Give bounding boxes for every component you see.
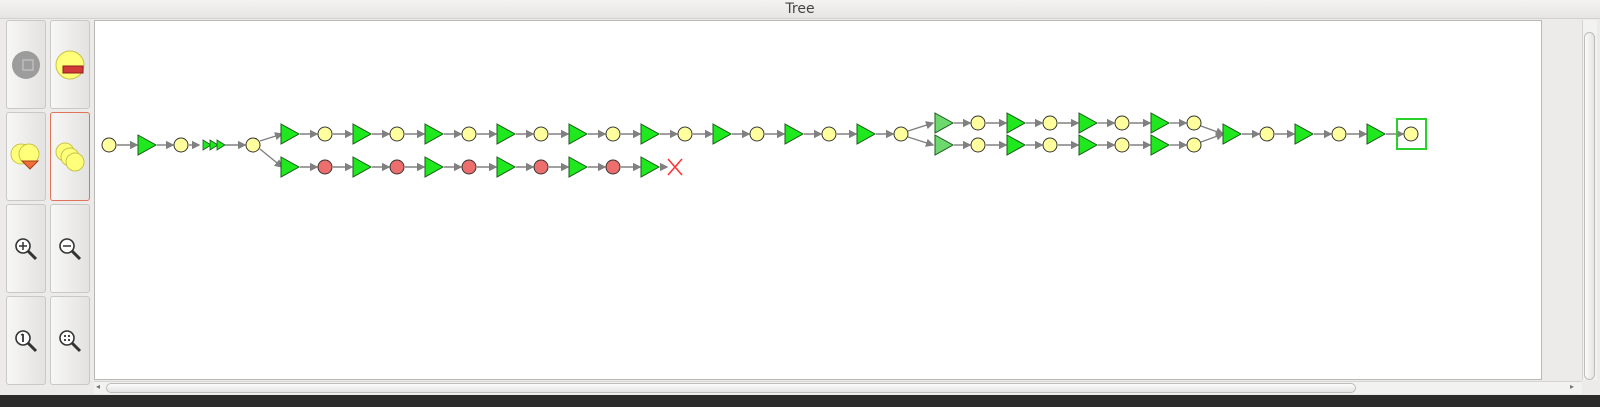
action-triangle[interactable] <box>352 156 373 178</box>
choice-node[interactable] <box>821 126 837 142</box>
window-title: Tree <box>0 0 1600 19</box>
zoom-out-button[interactable] <box>50 204 90 293</box>
action-triangle[interactable] <box>1006 112 1027 134</box>
choice-node[interactable] <box>970 137 986 153</box>
action-triangle[interactable] <box>1006 134 1027 156</box>
search-tree-graph[interactable] <box>95 21 1541 379</box>
yellow-nodes-stack-icon <box>55 142 85 171</box>
choice-node[interactable] <box>245 137 261 153</box>
action-triangle[interactable] <box>1150 134 1171 156</box>
action-triangle[interactable] <box>1222 123 1243 145</box>
zoom-out-icon <box>59 237 82 260</box>
action-triangle[interactable] <box>934 112 955 134</box>
choice-node[interactable] <box>1114 115 1130 131</box>
failed-node[interactable] <box>461 159 477 175</box>
expand-button[interactable] <box>6 112 46 201</box>
selection-box[interactable] <box>1396 118 1427 150</box>
vertical-scrollbar[interactable] <box>1582 20 1597 380</box>
zoom-in-icon <box>15 237 38 260</box>
action-triangle[interactable] <box>1366 123 1387 145</box>
action-triangle[interactable] <box>568 123 589 145</box>
choice-node[interactable] <box>1042 137 1058 153</box>
action-triangle[interactable] <box>137 134 158 156</box>
choice-node[interactable] <box>101 137 117 153</box>
action-triangle[interactable] <box>640 123 661 145</box>
yellow-node-minus-icon <box>55 50 85 79</box>
bottom-edge <box>0 395 1600 407</box>
action-triangle[interactable] <box>424 156 445 178</box>
action-triangle[interactable] <box>496 156 517 178</box>
failed-node[interactable] <box>389 159 405 175</box>
action-triangle[interactable] <box>1150 112 1171 134</box>
choice-node[interactable] <box>461 126 477 142</box>
action-triangle[interactable] <box>934 134 955 156</box>
action-triangle[interactable] <box>784 123 805 145</box>
edge <box>907 136 935 147</box>
zoom-reset-button[interactable] <box>6 296 46 385</box>
choice-node[interactable] <box>893 126 909 142</box>
action-triangle[interactable] <box>496 123 517 145</box>
choice-node[interactable] <box>1042 115 1058 131</box>
zoom-fit-icon <box>59 329 82 352</box>
choice-node[interactable] <box>173 137 189 153</box>
hide-node-button[interactable] <box>50 20 90 109</box>
action-triangle[interactable] <box>1294 123 1315 145</box>
choice-node[interactable] <box>389 126 405 142</box>
action-triangle[interactable] <box>856 123 877 145</box>
choice-node[interactable] <box>317 126 333 142</box>
show-all-button[interactable] <box>50 112 90 201</box>
edge <box>1200 132 1225 143</box>
collapsed-action-triangle[interactable] <box>202 139 212 151</box>
collapse-button[interactable] <box>6 20 46 109</box>
edge <box>1200 125 1225 136</box>
failed-node[interactable] <box>533 159 549 175</box>
scroll-left-arrow-icon[interactable]: ◂ <box>96 382 101 391</box>
edge <box>259 148 284 168</box>
action-triangle[interactable] <box>1078 112 1099 134</box>
choice-node[interactable] <box>605 126 621 142</box>
horizontal-scrollbar[interactable]: ◂ ▸ <box>94 381 1582 394</box>
tree-canvas[interactable] <box>94 20 1542 380</box>
action-triangle[interactable] <box>568 156 589 178</box>
collapsed-action-triangle[interactable] <box>209 139 219 151</box>
action-triangle[interactable] <box>280 156 301 178</box>
failed-node[interactable] <box>317 159 333 175</box>
choice-node[interactable] <box>677 126 693 142</box>
choice-node[interactable] <box>1114 137 1130 153</box>
zoom-fit-button[interactable] <box>50 296 90 385</box>
edge <box>259 132 284 142</box>
choice-node[interactable] <box>1186 137 1202 153</box>
choice-node[interactable] <box>533 126 549 142</box>
choice-node[interactable] <box>1186 115 1202 131</box>
action-triangle[interactable] <box>424 123 445 145</box>
horizontal-scroll-thumb[interactable] <box>106 383 1356 393</box>
edge <box>907 121 935 132</box>
choice-node[interactable] <box>1331 126 1347 142</box>
scroll-right-arrow-icon[interactable]: ▸ <box>1570 382 1575 391</box>
zoom-in-button[interactable] <box>6 204 46 293</box>
action-triangle[interactable] <box>1078 134 1099 156</box>
failed-node[interactable] <box>605 159 621 175</box>
action-triangle[interactable] <box>712 123 733 145</box>
tree-toolbar <box>6 20 94 396</box>
action-triangle[interactable] <box>352 123 373 145</box>
action-triangle[interactable] <box>640 156 661 178</box>
zoom-1-to-1-icon <box>15 329 38 352</box>
dead-end-cross[interactable] <box>667 158 683 176</box>
final-choice-node[interactable] <box>1403 126 1419 142</box>
gray-node-collapse-icon <box>12 50 40 79</box>
collapsed-action-triangle[interactable] <box>216 139 226 151</box>
vertical-scroll-thumb[interactable] <box>1584 32 1595 380</box>
choice-node[interactable] <box>970 115 986 131</box>
action-triangle[interactable] <box>280 123 301 145</box>
choice-node[interactable] <box>1259 126 1275 142</box>
yellow-nodes-expand-icon <box>10 143 40 170</box>
choice-node[interactable] <box>749 126 765 142</box>
